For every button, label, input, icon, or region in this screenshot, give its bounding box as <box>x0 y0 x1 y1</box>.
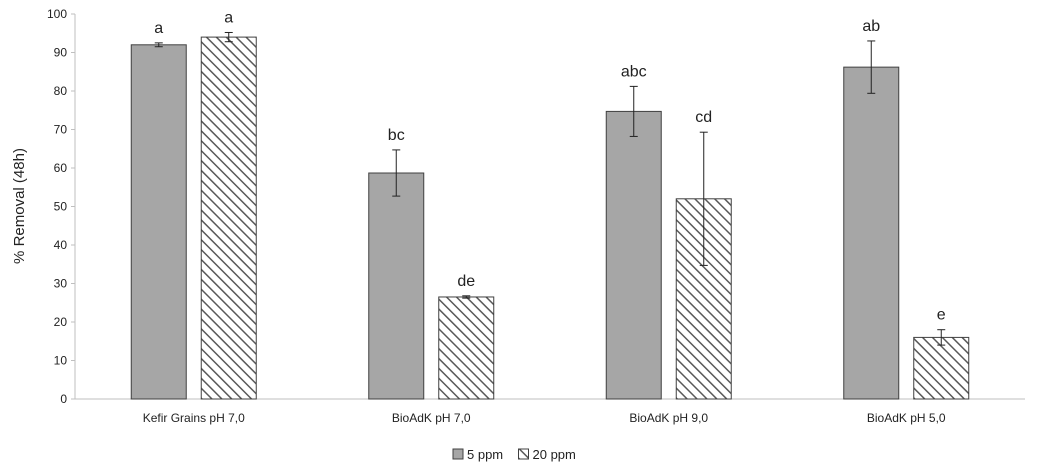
x-tick-label: BioAdK pH 9,0 <box>629 411 708 425</box>
legend-swatch-5ppm <box>452 448 464 460</box>
bar-5ppm <box>605 110 662 400</box>
y-tick-label: 0 <box>60 392 67 406</box>
significance-letter: a <box>154 20 163 37</box>
legend-label: 5 ppm <box>467 447 503 462</box>
y-tick-label: 20 <box>54 315 68 329</box>
y-tick-label: 100 <box>47 7 67 21</box>
y-tick-label: 90 <box>54 46 68 60</box>
bar-20ppm <box>200 36 257 400</box>
significance-letter: bc <box>388 127 405 144</box>
y-axis-title: % Removal (48h) <box>11 148 28 264</box>
y-tick-label: 40 <box>54 238 68 252</box>
y-tick-label: 50 <box>54 200 68 214</box>
significance-letter: de <box>457 273 475 290</box>
labels: a a Kefir Grains pH 7,0 bc de BioAdK pH 7,0 ab… <box>143 9 946 425</box>
bar-5ppm <box>130 44 187 400</box>
x-tick-label: BioAdK pH 5,0 <box>867 411 946 425</box>
y-tick-label: 60 <box>54 161 68 175</box>
bar-20ppm <box>913 336 970 400</box>
legend: 5 ppm 20 ppm <box>452 447 576 462</box>
y-tick-label: 10 <box>54 354 68 368</box>
significance-letter: abc <box>621 63 647 80</box>
bars <box>130 31 970 400</box>
significance-letter: e <box>937 307 946 324</box>
significance-letter: a <box>224 9 233 26</box>
significance-letter: cd <box>695 109 712 126</box>
x-tick-label: Kefir Grains pH 7,0 <box>143 411 245 425</box>
y-tick-label: 70 <box>54 123 68 137</box>
legend-swatch-20ppm <box>518 448 529 460</box>
x-tick-label: BioAdK pH 7,0 <box>392 411 471 425</box>
bar-5ppm <box>368 172 425 400</box>
legend-label: 20 ppm <box>533 447 576 462</box>
bar-20ppm <box>438 296 495 400</box>
significance-letter: ab <box>862 18 880 35</box>
y-tick-label: 80 <box>54 84 68 98</box>
bar-5ppm <box>843 66 900 400</box>
y-tick-label: 30 <box>54 277 68 291</box>
